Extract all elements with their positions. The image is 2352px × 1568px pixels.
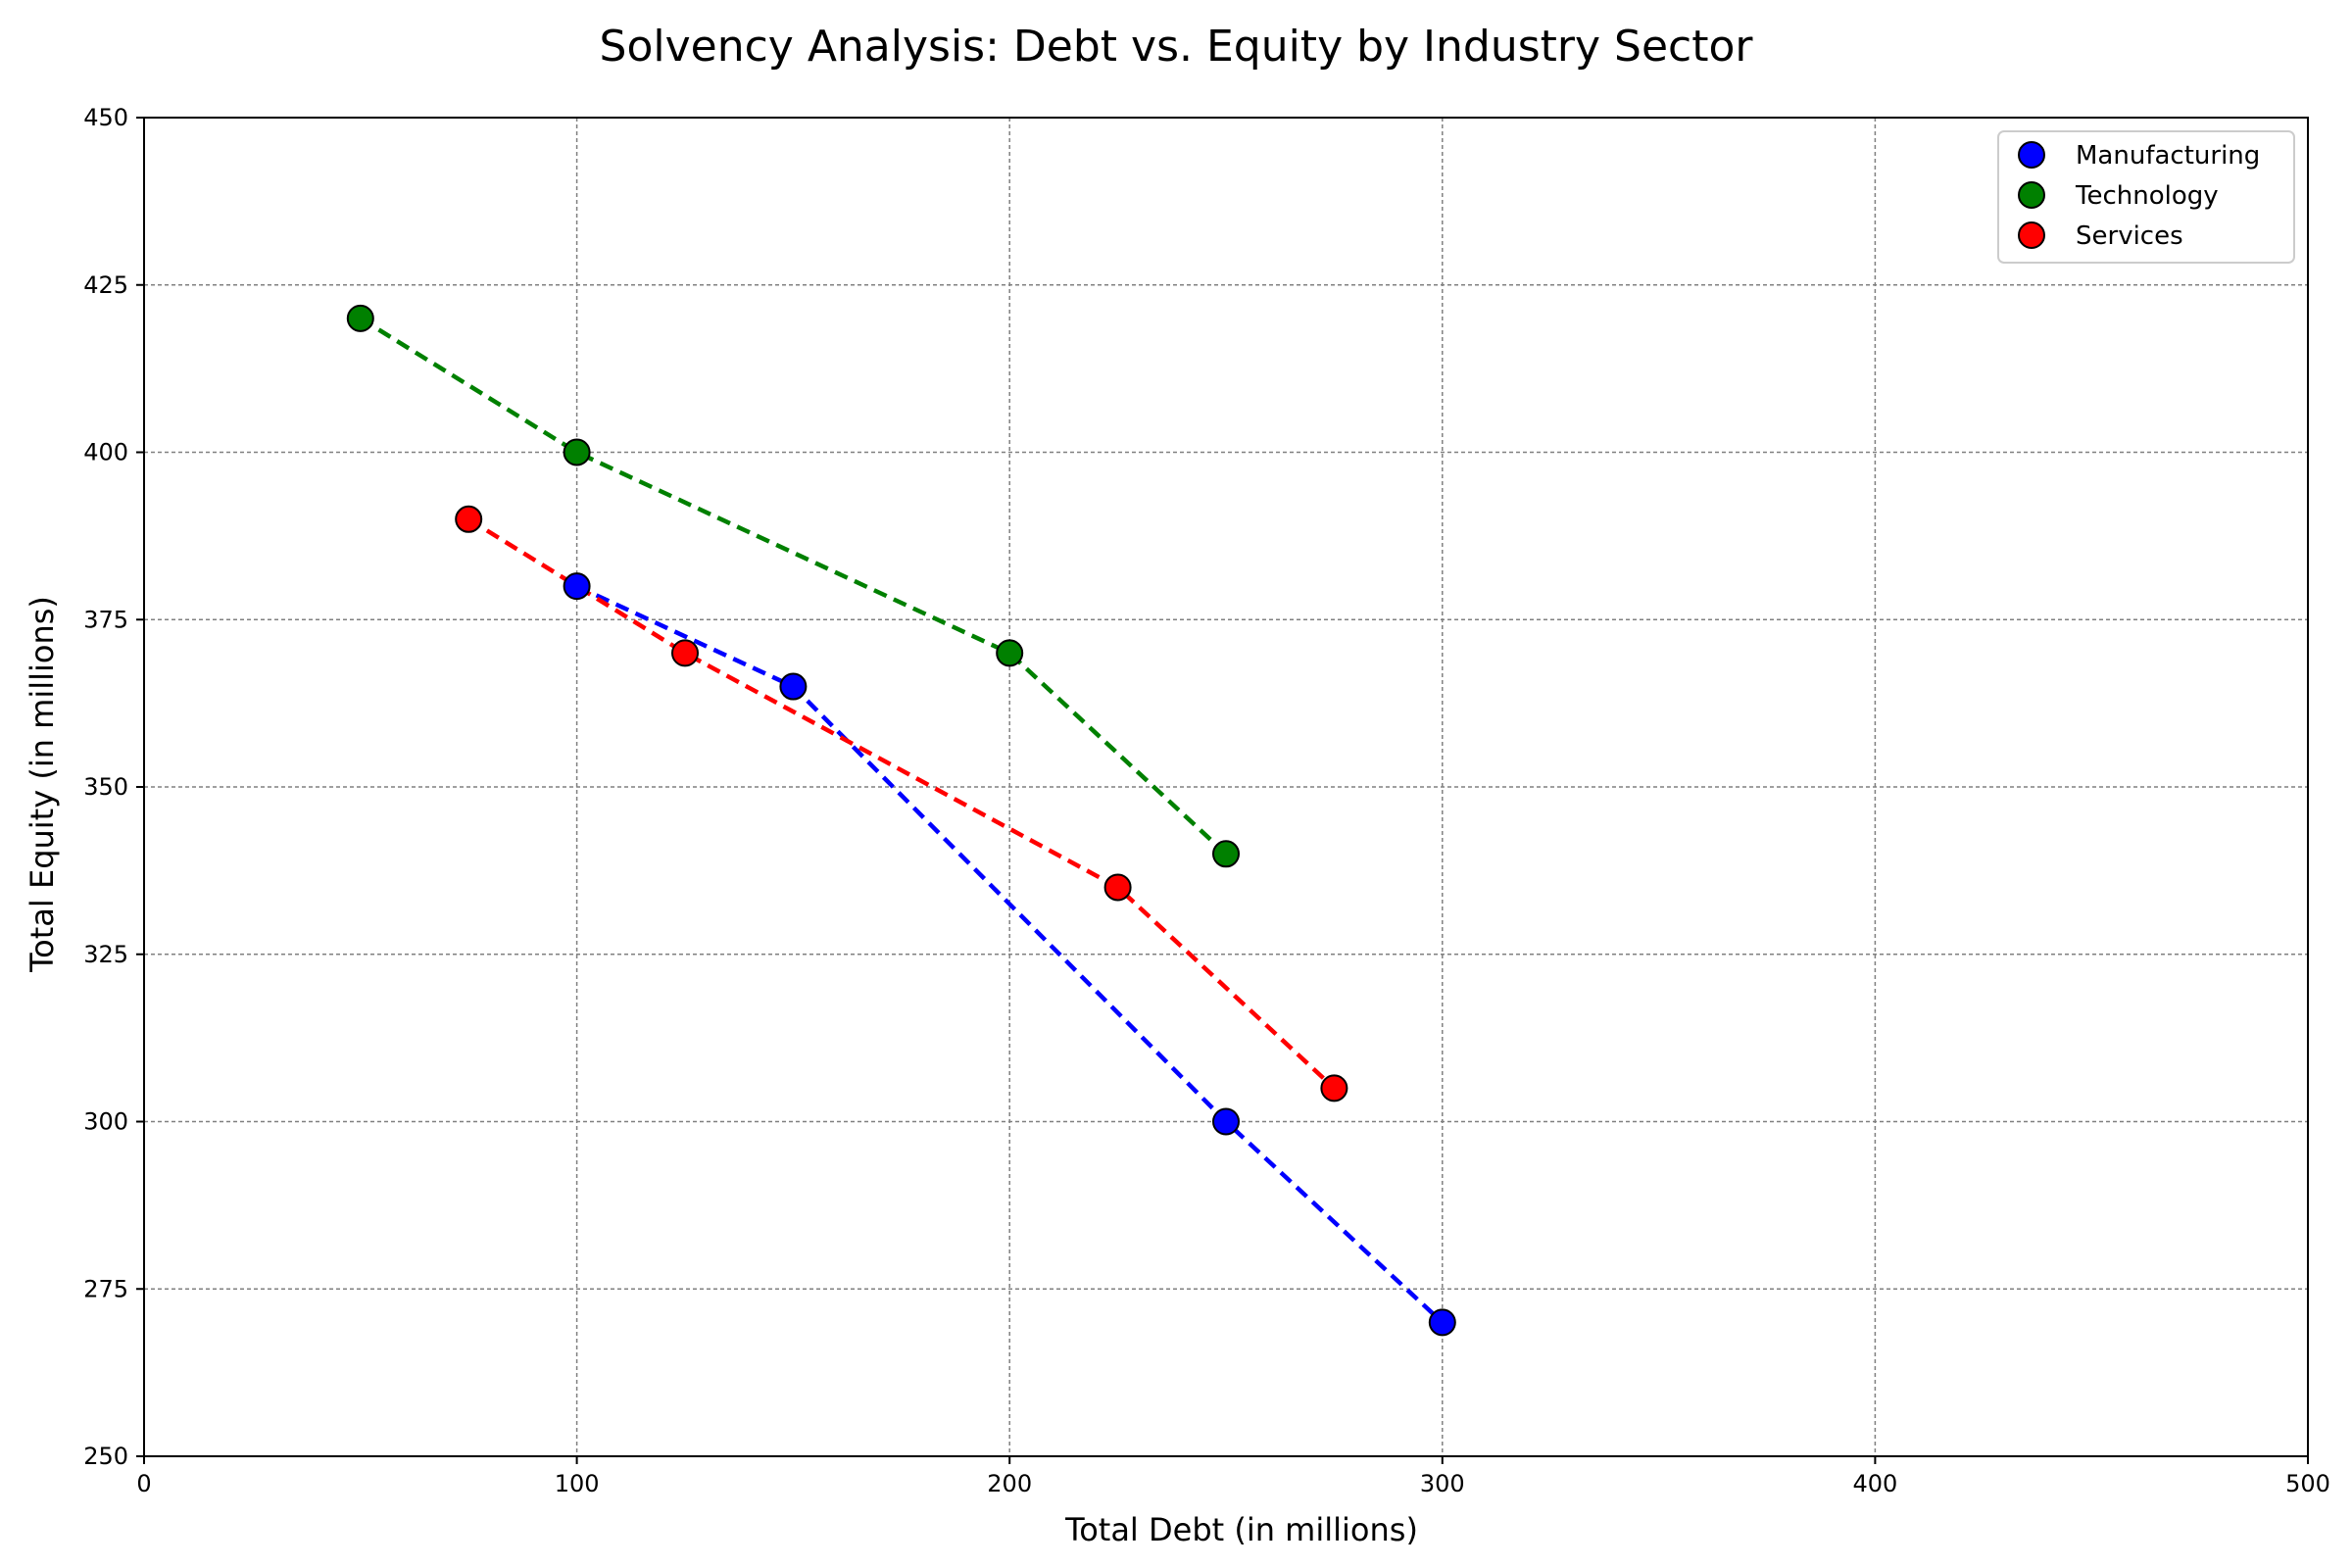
x-tick-label-4: 400 [1852,1470,1897,1497]
point-manufacturing-1 [779,672,808,701]
y-tick-label-5: 375 [83,606,128,633]
y-tick-label-7: 425 [83,271,128,299]
legend-marker-services [2018,221,2045,249]
x-axis-label: Total Debt (in millions) [1064,1511,1418,1548]
point-services-2 [1103,873,1132,902]
y-tick-label-1: 275 [83,1275,128,1302]
legend-label-technology: Technology [2075,181,2219,211]
point-services-0 [455,505,483,533]
point-manufacturing-3 [1428,1308,1456,1337]
chart-title: Solvency Analysis: Debt vs. Equity by In… [600,22,1754,72]
y-tick-label-4: 350 [83,773,128,801]
point-technology-1 [563,438,591,466]
series-lines [359,316,1445,1325]
y-axis-label: Total Equity (in millions) [24,596,61,973]
legend-marker-technology [2018,181,2045,209]
x-tick-label-2: 200 [987,1470,1032,1497]
y-axis-ticks: 250 275 300 325 350 375 400 425 450 [83,104,144,1470]
legend-box [1997,130,2295,264]
y-tick-label-2: 300 [83,1108,128,1136]
legend-label-services: Services [2076,221,2183,251]
legend-label-manufacturing: Manufacturing [2076,141,2260,171]
point-manufacturing-0 [563,572,591,601]
point-technology-0 [346,304,374,332]
x-tick-label-0: 0 [136,1470,151,1497]
legend: Manufacturing Technology Services [1997,130,2295,264]
legend-marker-manufacturing [2018,141,2045,169]
x-tick-label-5: 500 [2285,1470,2330,1497]
point-technology-2 [996,639,1024,667]
y-tick-label-8: 450 [83,104,128,131]
series-line-services [467,516,1336,1090]
y-tick-label-0: 250 [83,1443,128,1470]
x-tick-label-1: 100 [555,1470,600,1497]
series-line-manufacturing [575,584,1445,1325]
point-services-1 [671,639,699,667]
y-tick-label-6: 400 [83,439,128,466]
point-manufacturing-2 [1212,1107,1240,1136]
data-points [346,304,1456,1337]
y-tick-label-3: 325 [83,941,128,968]
x-axis-ticks: 0 100 200 300 400 500 [136,1456,2330,1497]
point-services-3 [1320,1074,1348,1102]
point-technology-3 [1212,840,1240,868]
x-tick-label-3: 300 [1420,1470,1465,1497]
